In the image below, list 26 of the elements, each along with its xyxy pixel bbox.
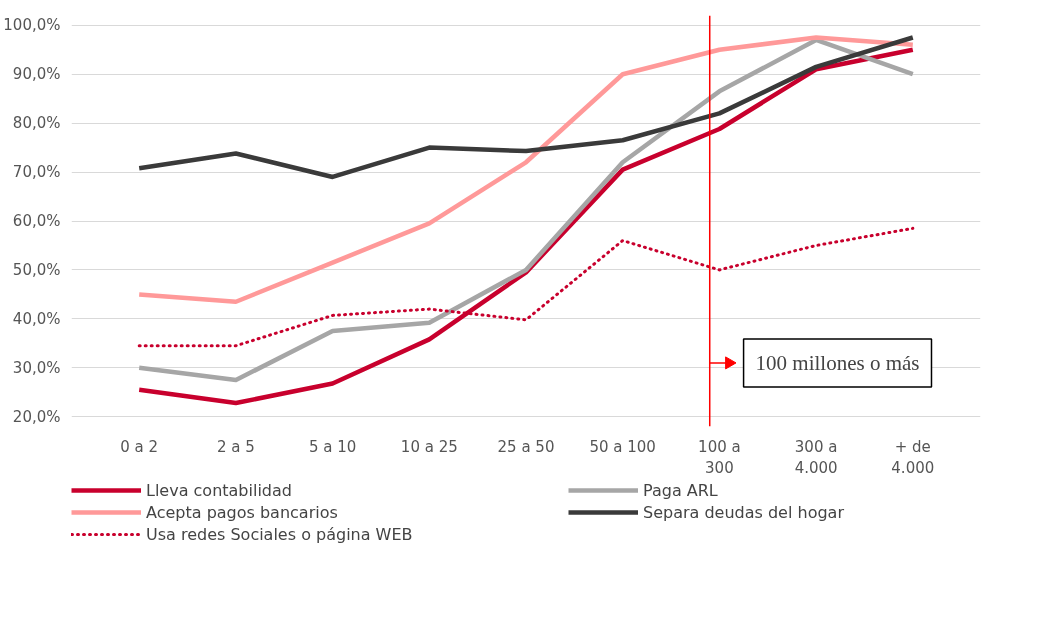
y-tick-label: 70,0% — [12, 163, 61, 182]
x-tick-label: 300 a 4.000 — [794, 437, 838, 478]
legend-label: Usa redes Sociales o página WEB — [146, 524, 414, 544]
line-series — [136, 35, 916, 304]
legend-label: Paga ARL — [643, 480, 719, 500]
legend-label: Separa deudas del hogar — [643, 502, 845, 522]
x-tick-label: 0 a 2 — [120, 437, 159, 456]
y-tick-label: 20,0% — [12, 407, 61, 426]
legend-label: Acepta pagos bancarios — [146, 502, 339, 522]
y-tick-label: 50,0% — [12, 260, 61, 279]
ref-line-label: 100 millones o más — [755, 350, 920, 375]
x-tick-label: 10 a 25 — [400, 437, 458, 456]
y-tick-label: 90,0% — [12, 65, 61, 84]
x-tick-label: 5 a 10 — [308, 437, 357, 456]
y-tick-label: 60,0% — [12, 212, 61, 230]
y-tick-label: 40,0% — [12, 309, 61, 328]
x-tick-label: 2 a 5 — [216, 437, 255, 456]
y-tick-label: 100,0% — [3, 16, 61, 35]
legend-label: Lleva contabilidad — [146, 480, 293, 500]
x-tick-label: 100 a 300 — [698, 437, 741, 478]
x-tick-label: 50 a 100 — [589, 437, 656, 456]
x-tick-label: 25 a 50 — [497, 437, 555, 456]
x-tick-label: + de 4.000 — [891, 437, 935, 478]
y-tick-label: 30,0% — [12, 358, 61, 377]
line-series — [136, 35, 916, 180]
y-tick-label: 80,0% — [12, 114, 61, 133]
